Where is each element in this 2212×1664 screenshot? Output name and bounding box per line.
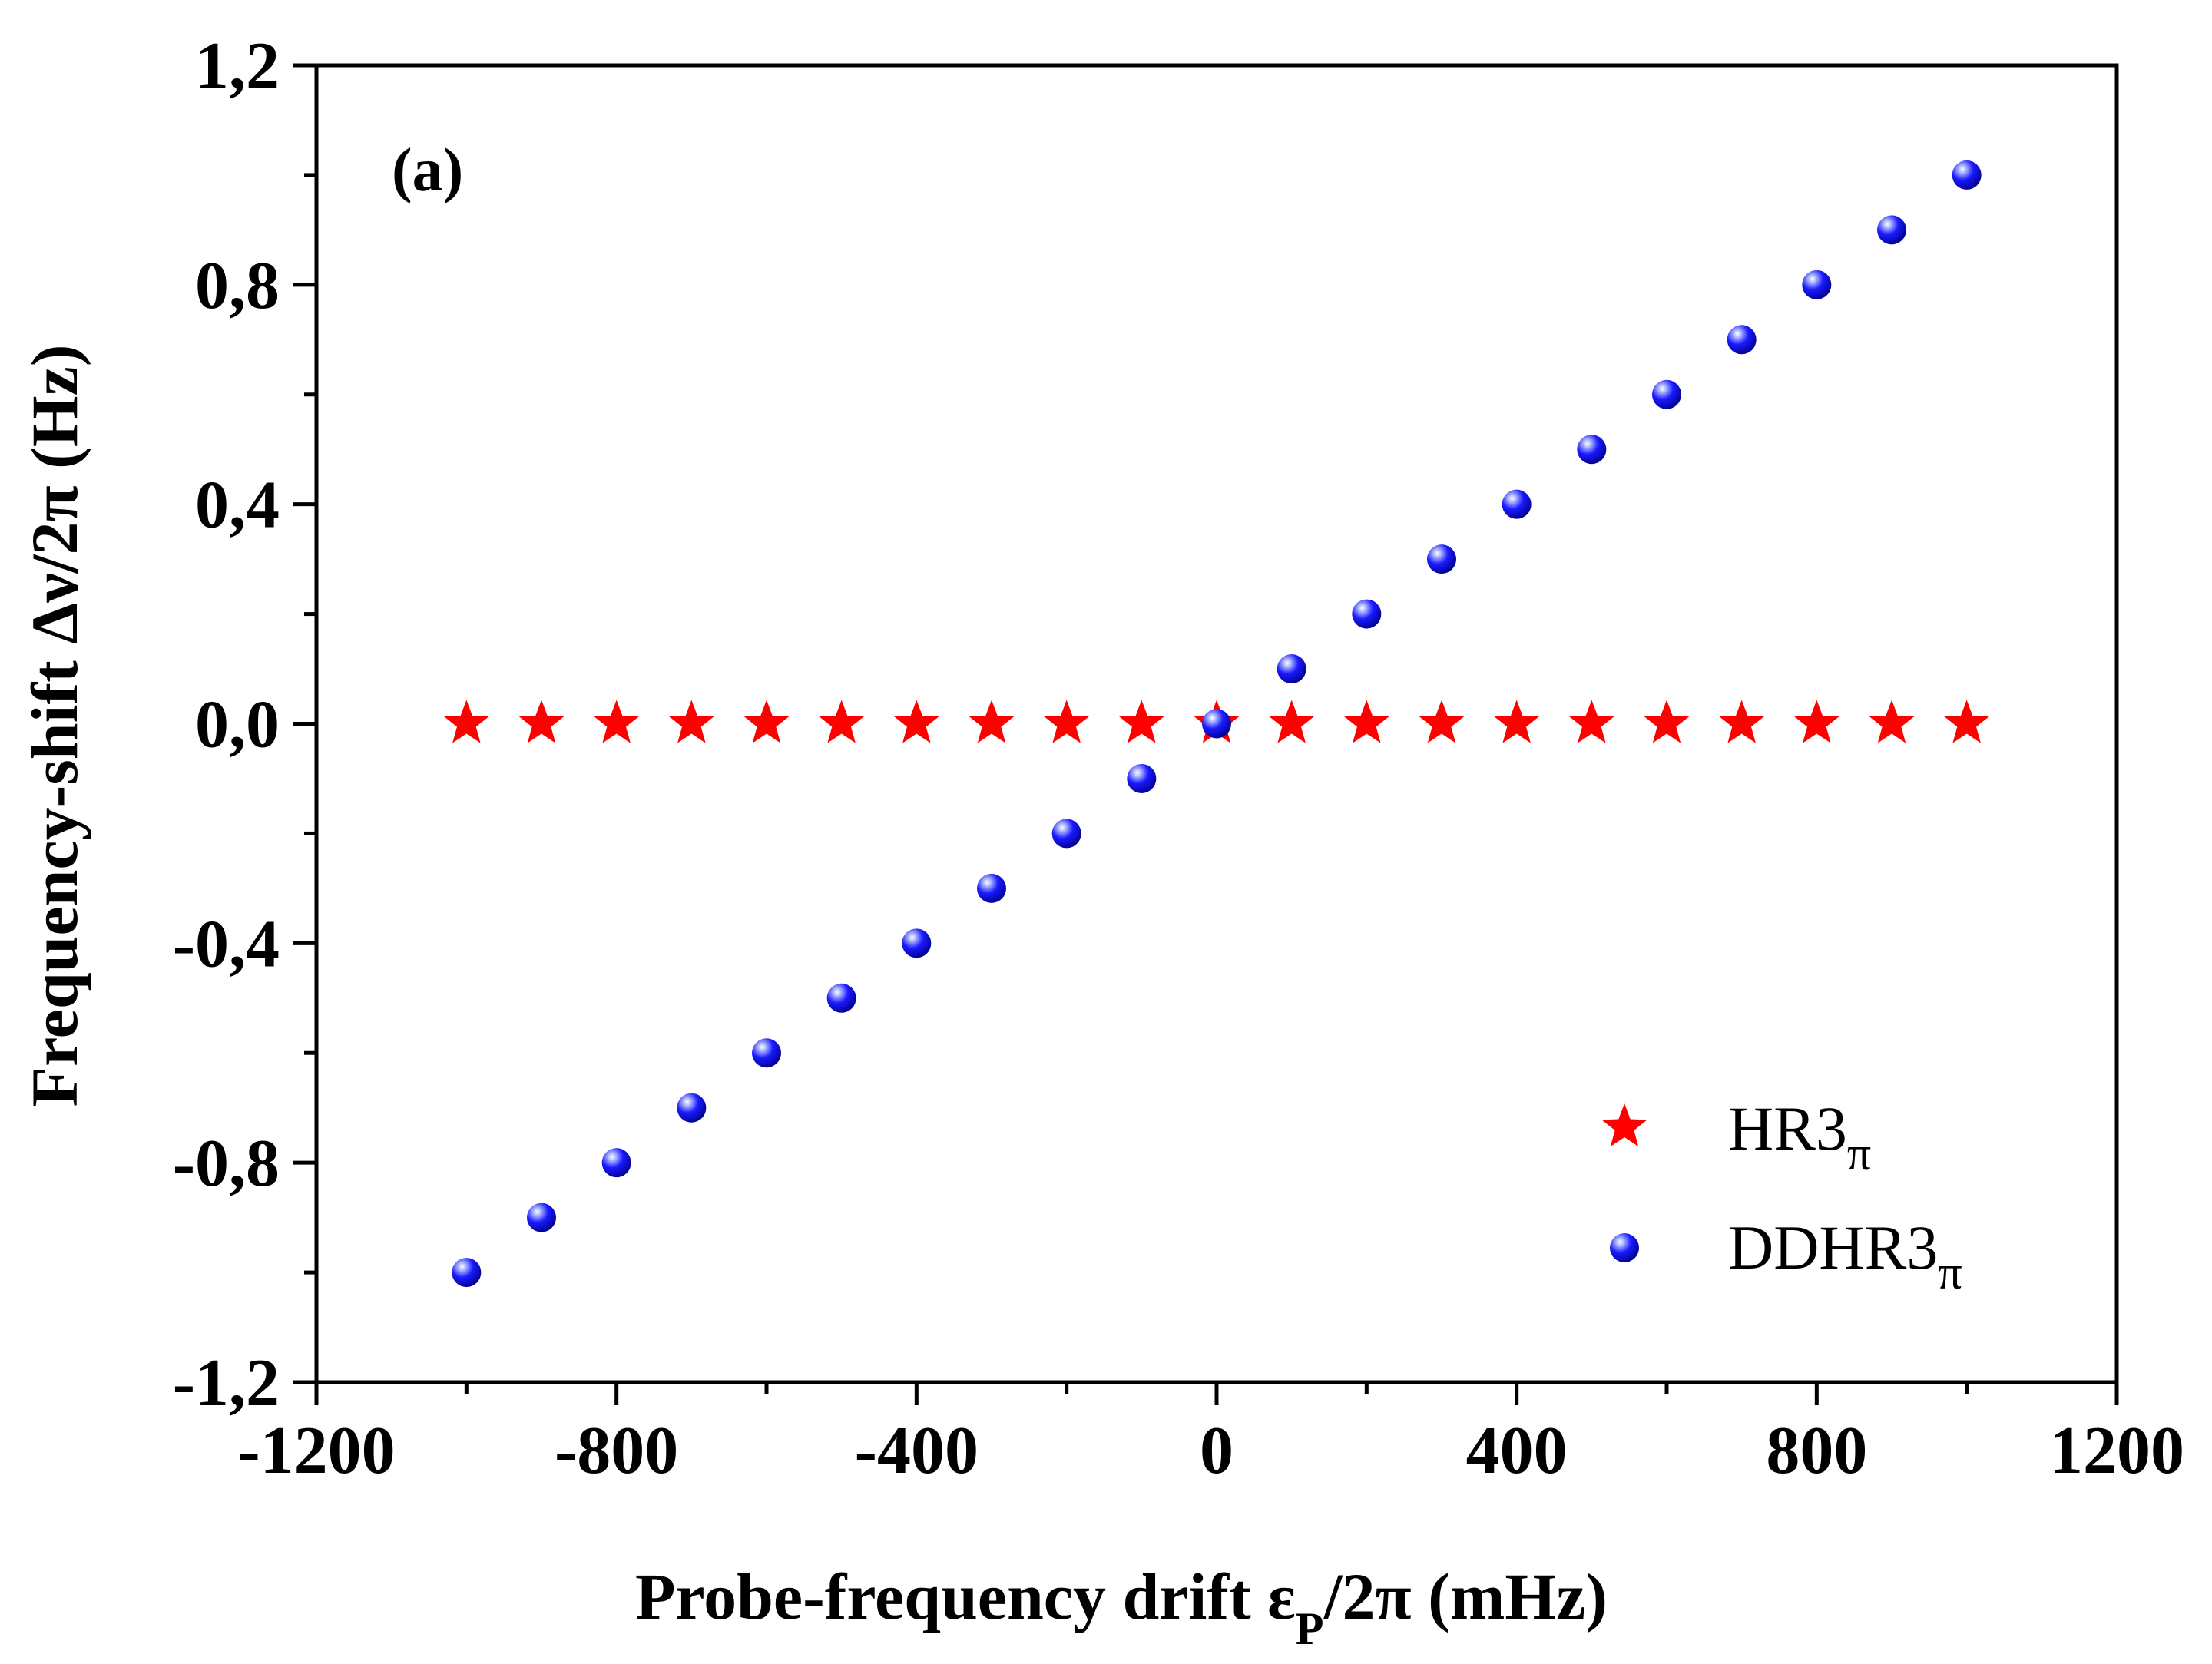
ddhr3-point <box>826 983 856 1013</box>
legend-label-hr3-name: HR3 <box>1728 1093 1847 1163</box>
x-tick-label: -800 <box>555 1414 678 1488</box>
ddhr3-point <box>452 1258 482 1288</box>
hr3-point <box>1869 700 1915 743</box>
hr3-point <box>668 700 714 743</box>
x-axis-ticks: -1200 -800 -400 0 400 800 1200 <box>237 1382 2184 1488</box>
x-tick-label: 400 <box>1466 1414 1568 1488</box>
hr3-point <box>1644 700 1690 743</box>
ddhr3-point <box>902 928 932 958</box>
ddhr3-point <box>1051 819 1081 849</box>
hr3-point <box>518 700 565 743</box>
legend-label-hr3-sub: π <box>1847 1128 1871 1180</box>
hr3-point <box>1719 700 1765 743</box>
hr3-point <box>819 700 865 743</box>
series-hr3 <box>443 700 1990 743</box>
hr3-point <box>1494 700 1540 743</box>
y-tick-label: -0,4 <box>173 907 280 981</box>
legend-item-hr3: HR3π <box>1601 1093 1871 1180</box>
ddhr3-point <box>752 1038 781 1068</box>
x-tick-label: -400 <box>855 1414 979 1488</box>
legend-sphere-marker <box>1610 1233 1639 1262</box>
ddhr3-point <box>601 1148 631 1178</box>
legend-item-ddhr3: DDHR3π <box>1610 1212 1962 1299</box>
legend-star-marker <box>1601 1103 1647 1147</box>
ddhr3-point <box>1427 544 1456 574</box>
ddhr3-point <box>1277 654 1306 684</box>
x-axis-title-symbol: ε <box>1267 1560 1296 1633</box>
hr3-point <box>1419 700 1465 743</box>
hr3-point <box>443 700 489 743</box>
legend-label-hr3: HR3π <box>1728 1093 1871 1180</box>
ddhr3-point <box>1127 763 1157 793</box>
x-axis-title: Probe-frequency drift εP/2π (mHz) <box>635 1560 1608 1654</box>
ddhr3-point <box>1577 435 1607 465</box>
hr3-point <box>893 700 939 743</box>
y-tick-label: -1,2 <box>173 1346 280 1421</box>
ddhr3-point <box>1802 270 1832 299</box>
ddhr3-point <box>1952 160 1982 190</box>
hr3-point <box>1269 700 1315 743</box>
hr3-point <box>1793 700 1839 743</box>
x-tick-label: -1200 <box>237 1414 395 1488</box>
legend-marker-hr3 <box>1601 1103 1647 1147</box>
panel-label: (a) <box>392 137 463 204</box>
y-tick-label: 1,2 <box>195 29 280 104</box>
legend-label-ddhr3-name: DDHR3 <box>1728 1212 1938 1282</box>
ddhr3-point <box>1502 489 1532 519</box>
y-tick-label: 0,4 <box>195 468 280 543</box>
ddhr3-point <box>1202 709 1231 739</box>
x-axis-title-symbol-sub: P <box>1296 1603 1324 1654</box>
legend-marker-ddhr3 <box>1610 1233 1639 1262</box>
ddhr3-point <box>1352 599 1382 629</box>
series-ddhr3 <box>452 160 1982 1288</box>
ddhr3-point <box>527 1203 556 1232</box>
hr3-point <box>743 700 790 743</box>
legend-label-ddhr3: DDHR3π <box>1728 1212 1962 1299</box>
ddhr3-point <box>677 1093 707 1123</box>
legend: HR3π DDHR3π <box>1601 1093 1962 1299</box>
y-tick-label: -0,8 <box>173 1126 280 1201</box>
hr3-point <box>1118 700 1164 743</box>
hr3-point <box>594 700 640 743</box>
x-tick-label: 1200 <box>2049 1414 2184 1488</box>
y-axis-ticks: -1,2 -0,8 -0,4 0,0 0,4 0,8 1,2 <box>173 29 316 1421</box>
hr3-point <box>1343 700 1389 743</box>
x-axis-title-rest: /2π (mHz) <box>1323 1560 1608 1633</box>
legend-label-ddhr3-sub: π <box>1938 1247 1962 1299</box>
y-tick-label: 0,0 <box>195 688 280 763</box>
y-axis-title: Frequency-shift Δν/2π (Hz) <box>18 345 91 1107</box>
ddhr3-point <box>1877 215 1906 245</box>
hr3-point <box>969 700 1015 743</box>
ddhr3-point <box>1652 379 1681 409</box>
ddhr3-point <box>1727 325 1757 355</box>
y-tick-label: 0,8 <box>195 249 280 323</box>
hr3-point <box>1044 700 1090 743</box>
x-tick-label: 800 <box>1766 1414 1867 1488</box>
x-tick-label: 0 <box>1200 1414 1233 1488</box>
hr3-point <box>1568 700 1614 743</box>
hr3-point <box>1944 700 1990 743</box>
ddhr3-point <box>977 873 1006 903</box>
x-axis-title-main: Probe-frequency drift <box>635 1560 1267 1633</box>
